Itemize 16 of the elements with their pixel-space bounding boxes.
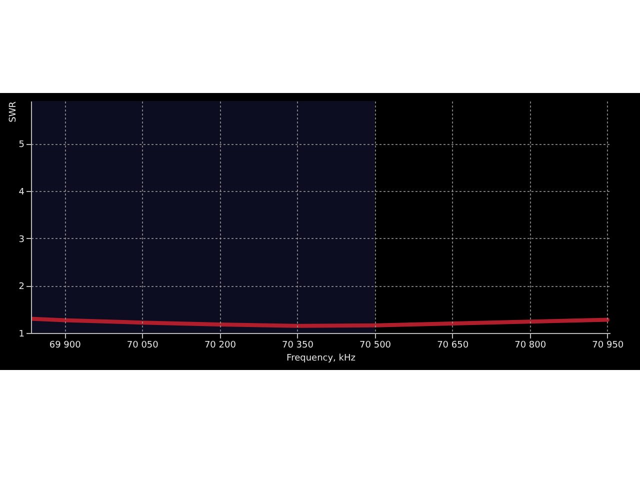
x-tick-label: 70 050 <box>126 340 159 350</box>
x-tick-label: 70 800 <box>514 340 546 350</box>
y-axis-title: SWR <box>8 102 18 122</box>
x-tick-label: 70 500 <box>360 340 392 350</box>
y-tick-label: 2 <box>18 282 24 292</box>
y-tick-label: 5 <box>18 140 24 150</box>
y-tick-label: 3 <box>18 234 24 245</box>
x-tick-label: 70 350 <box>282 340 314 350</box>
line-series <box>31 316 610 328</box>
x-tick-label: 70 950 <box>592 340 624 350</box>
y-tick-label: 1 <box>18 330 24 340</box>
x-tick-label: 70 200 <box>204 340 236 350</box>
x-tick-label: 69 900 <box>49 340 82 350</box>
x-axis-title: Frequency, kHz <box>286 354 356 364</box>
x-tick-label: 70 650 <box>437 340 469 350</box>
y-tick-label: 4 <box>18 187 25 198</box>
